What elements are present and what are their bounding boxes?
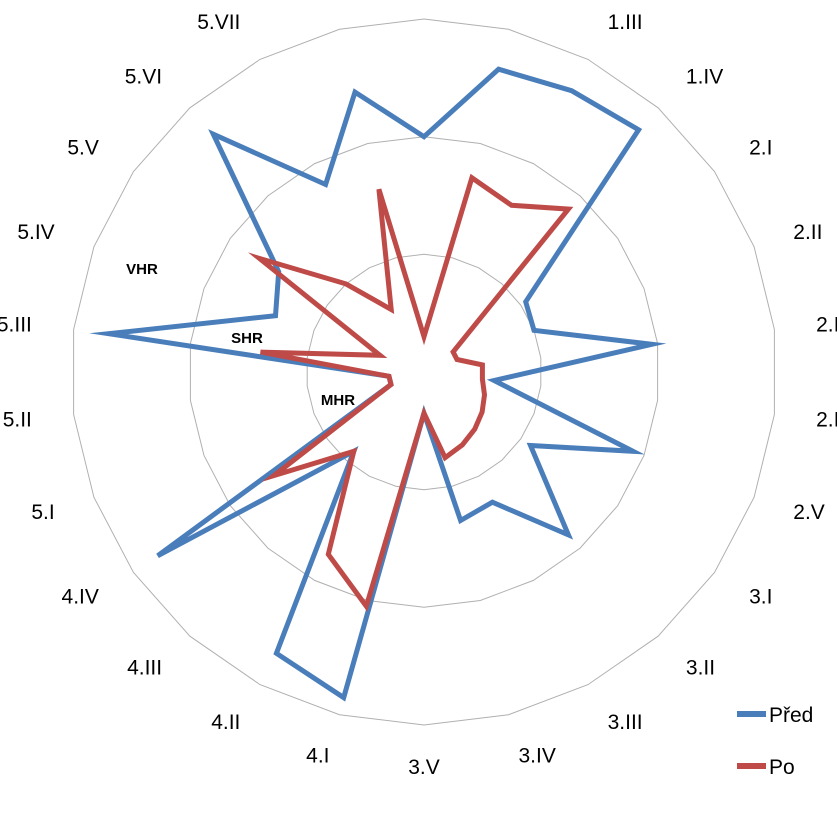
category-label: 3.II	[686, 657, 715, 680]
category-label: 3.I	[749, 585, 772, 608]
category-label: 5.I	[31, 501, 54, 524]
category-label: 2.V	[793, 501, 825, 524]
category-label: 4.II	[211, 711, 240, 734]
category-label: 5.III	[0, 313, 32, 336]
ring-label-shr: SHR	[231, 330, 263, 347]
category-label: 2.I	[749, 137, 772, 160]
legend-item-pred: Před	[737, 704, 813, 727]
radar-grid	[73, 18, 775, 726]
series-line-po	[247, 173, 574, 612]
category-label: 5.II	[3, 409, 32, 432]
category-label: 3.III	[608, 711, 643, 734]
ring-label-vhr: VHR	[126, 261, 158, 278]
ring-label-mhr: MHR	[321, 392, 355, 409]
category-label: 5.VI	[125, 65, 162, 88]
category-label: 5.V	[67, 137, 99, 160]
category-label: 1.III	[608, 11, 643, 34]
category-label: 1.II	[519, 0, 548, 1]
category-label: 4.IV	[62, 585, 99, 608]
legend: Před Po	[737, 704, 813, 779]
grid-ring-2	[189, 136, 659, 608]
category-label: 5.IV	[17, 221, 54, 244]
category-label: 3.V	[408, 756, 440, 779]
ring-labels: MHR SHR VHR	[126, 261, 355, 409]
grid-ring-1	[306, 253, 542, 491]
category-label: 1.IV	[686, 65, 723, 88]
category-label: 2.III	[816, 313, 837, 336]
category-label: 2.II	[793, 221, 822, 244]
category-label: 3.IV	[519, 745, 556, 768]
legend-label-po: Po	[769, 756, 795, 779]
category-labels: 1.I1.II1.III1.IV2.I2.II2.III2.IV2.V3.I3.…	[0, 0, 837, 779]
category-label: 2.IV	[816, 409, 837, 432]
category-label: 4.III	[127, 657, 162, 680]
category-label: 5.VII	[197, 11, 240, 34]
legend-item-po: Po	[737, 756, 795, 779]
legend-label-pred: Před	[769, 704, 813, 727]
grid-ring-3	[73, 18, 775, 726]
category-label: 4.I	[306, 745, 329, 768]
category-label: 5.VIII	[280, 0, 329, 1]
radar-series	[89, 66, 667, 702]
